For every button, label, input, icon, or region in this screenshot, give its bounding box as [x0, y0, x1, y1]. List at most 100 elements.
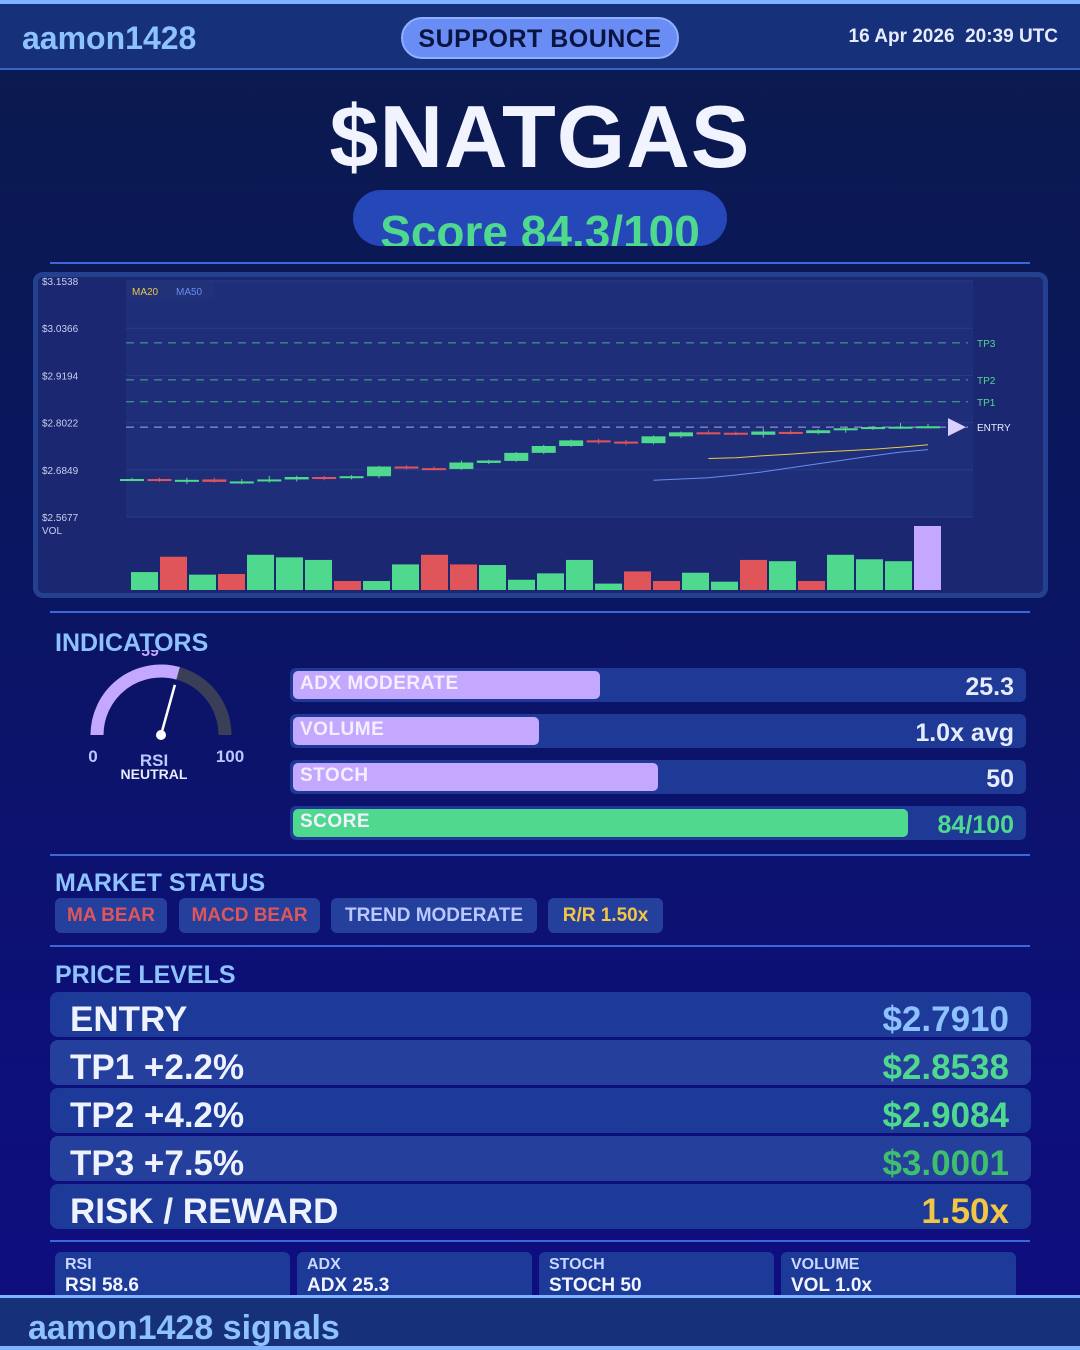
y-tick-label: $2.5677	[42, 513, 79, 524]
price-level-row: TP1 +2.2% $2.8538	[50, 1040, 1031, 1087]
gauge-value: 59	[141, 650, 159, 660]
candle-body	[888, 426, 913, 429]
price-level-name: RISK / REWARD	[70, 1192, 339, 1231]
price-level-name: ENTRY	[70, 1000, 188, 1039]
volume-bar	[189, 574, 216, 590]
level-label: TP1	[977, 398, 996, 409]
mini-stat-value: ADX 25.3	[307, 1275, 390, 1296]
indicator-bar: ADX MODERATE 25.3	[290, 668, 1026, 702]
level-label: ENTRY	[977, 423, 1011, 434]
candle-body	[421, 468, 446, 471]
candle-body	[778, 431, 803, 434]
volume-bar	[218, 574, 245, 590]
signal-badge: SUPPORT BOUNCE	[401, 17, 679, 59]
candle-body	[476, 460, 501, 463]
mini-stat-card: VOLUME VOL 1.0x	[781, 1252, 1016, 1298]
candle-body	[531, 446, 556, 453]
mini-stat-value: RSI 58.6	[65, 1275, 139, 1296]
candle-body	[504, 452, 529, 461]
mini-stat-value: VOL 1.0x	[791, 1275, 872, 1296]
y-tick-label: $2.8022	[42, 419, 79, 430]
candle-body	[367, 466, 392, 477]
volume-bar	[740, 559, 767, 590]
candle-body	[394, 466, 419, 469]
price-level-row: TP3 +7.5% $3.0001	[50, 1136, 1031, 1183]
candle-body	[696, 432, 721, 435]
level-label: TP3	[977, 339, 996, 350]
gauge-state: NEUTRAL	[121, 766, 188, 782]
volume-bar	[247, 554, 274, 590]
indicator-bar-value: 1.0x avg	[915, 719, 1014, 747]
candle-body	[312, 477, 337, 480]
brand-name: aamon1428	[22, 20, 197, 56]
indicator-bar-value: 50	[986, 765, 1014, 793]
indicator-bar: SCORE 84/100	[290, 806, 1026, 840]
candle-body	[614, 441, 639, 444]
price-level-value: $2.9084	[882, 1096, 1009, 1135]
volume-bar	[711, 581, 738, 590]
candle-body	[120, 479, 144, 482]
volume-bar	[537, 573, 564, 590]
price-level-value: $3.0001	[882, 1144, 1009, 1183]
y-tick-label: $2.6849	[42, 466, 79, 477]
top-bar: aamon1428 SUPPORT BOUNCE 16 Apr 2026 20:…	[0, 0, 1080, 70]
price-level-value: $2.8538	[882, 1048, 1009, 1087]
indicator-bar-label: ADX MODERATE	[300, 673, 459, 694]
candle-body	[339, 476, 364, 479]
candle-body	[174, 479, 199, 482]
mini-stat-value: STOCH 50	[549, 1275, 642, 1296]
volume-bar	[682, 572, 709, 590]
volume-bar	[276, 557, 303, 590]
price-level-row: ENTRY $2.7910	[50, 992, 1031, 1039]
timestamp: 16 Apr 2026 20:39 UTC	[849, 26, 1058, 48]
indicator-bar-fill	[293, 717, 539, 745]
volume-bar	[392, 564, 419, 590]
market-status-title: MARKET STATUS	[55, 869, 266, 897]
candle-body	[202, 479, 227, 482]
volume-label: VOL	[42, 526, 62, 537]
volume-bar	[624, 571, 651, 590]
entry-arrow	[948, 418, 966, 437]
indicator-bar-label: STOCH	[300, 765, 369, 786]
volume-bar	[856, 559, 883, 590]
gauge-needle	[159, 684, 177, 736]
price-level-name: TP3 +7.5%	[70, 1144, 245, 1183]
indicator-bar-value: 25.3	[965, 673, 1014, 701]
mini-stat-card: RSI RSI 58.6	[55, 1252, 290, 1298]
y-tick-label: $2.9194	[42, 371, 79, 382]
volume-bar	[479, 565, 506, 590]
volume-bar	[827, 554, 854, 590]
mini-stat-key: RSI	[65, 1256, 92, 1273]
indicator-bar-label: SCORE	[300, 811, 371, 832]
date-text: 16 Apr 2026	[848, 26, 955, 47]
score-badge: Score 84.3/100	[353, 190, 727, 246]
price-level-row: RISK / REWARD 1.50x	[50, 1184, 1031, 1231]
indicator-bar-label: VOLUME	[300, 719, 385, 740]
indicator-bar-fill	[293, 671, 600, 699]
volume-bar	[334, 581, 361, 590]
gauge-pivot	[156, 730, 166, 740]
candle-body	[833, 428, 858, 431]
mini-stat-key: ADX	[307, 1256, 341, 1273]
legend-ma20: MA20	[132, 287, 159, 298]
candle-body	[229, 481, 254, 484]
ma50-line	[653, 449, 929, 481]
volume-bar	[653, 581, 680, 590]
status-tag: TREND MODERATE	[331, 898, 537, 933]
candle-body	[147, 479, 172, 482]
candle-body	[559, 440, 584, 447]
price-level-value: $2.7910	[882, 1000, 1009, 1039]
status-tag: MACD BEAR	[179, 898, 320, 933]
price-level-name: TP1 +2.2%	[70, 1048, 245, 1087]
volume-bar	[566, 559, 593, 590]
mini-stat-card: ADX ADX 25.3	[297, 1252, 532, 1298]
candle-body	[586, 440, 611, 443]
divider	[50, 854, 1030, 856]
price-level-value: 1.50x	[921, 1192, 1009, 1231]
volume-bar	[914, 526, 941, 590]
volume-bar	[160, 556, 187, 590]
mini-stat-key: VOLUME	[791, 1256, 860, 1273]
indicator-bar: VOLUME 1.0x avg	[290, 714, 1026, 748]
gauge-min: 0	[88, 747, 97, 766]
gauge-max: 100	[216, 747, 244, 766]
